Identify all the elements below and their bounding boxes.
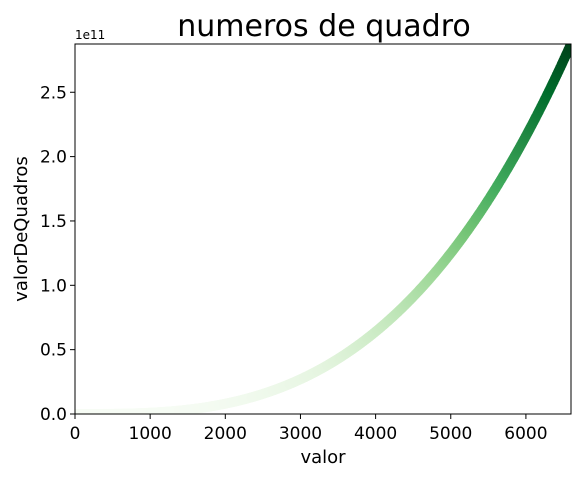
y-tick-label: 1.5 xyxy=(40,212,67,232)
chart-title: numeros de quadro xyxy=(177,9,470,44)
y-tick-label: 2.5 xyxy=(40,83,67,103)
y-axis-label: valorDeQuadros xyxy=(11,156,32,301)
x-tick-label: 4000 xyxy=(354,424,397,444)
y-tick-label: 2.0 xyxy=(40,148,67,168)
y-tick-label: 0.0 xyxy=(40,405,67,425)
x-tick-label: 2000 xyxy=(204,424,247,444)
axes-frame xyxy=(74,43,572,415)
y-tick-label: 1.0 xyxy=(40,276,67,296)
data-point xyxy=(565,44,571,51)
y-tick-label: 0.5 xyxy=(40,341,67,361)
data-points xyxy=(75,44,571,414)
x-tick-label: 1000 xyxy=(129,424,172,444)
y-axis-ticks: 0.0 0.5 1.0 1.5 2.0 2.5 xyxy=(40,83,75,425)
x-tick-label: 6000 xyxy=(504,424,547,444)
x-tick-label: 5000 xyxy=(429,424,472,444)
x-axis-ticks: 0 1000 2000 3000 4000 5000 6000 xyxy=(70,414,548,444)
x-tick-label: 0 xyxy=(70,424,81,444)
x-axis-label: valor xyxy=(300,447,346,468)
x-tick-label: 3000 xyxy=(279,424,322,444)
y-axis-offset-label: 1e11 xyxy=(75,28,105,42)
